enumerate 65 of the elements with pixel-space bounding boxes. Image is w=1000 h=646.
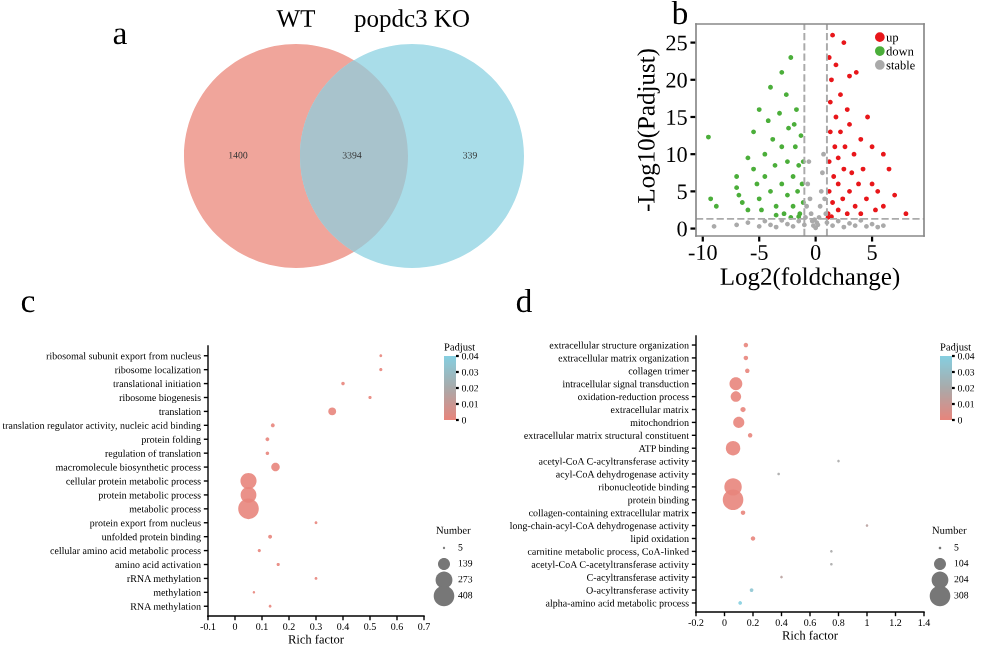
point <box>880 203 886 209</box>
point <box>869 144 875 150</box>
y-tick-label: 20 <box>666 72 687 88</box>
point <box>842 144 848 150</box>
point <box>711 223 717 229</box>
point <box>790 223 796 229</box>
point <box>765 118 771 124</box>
y-tick-label: 10 <box>667 147 687 163</box>
x-tick-label: 5 <box>867 245 877 260</box>
point <box>858 211 864 217</box>
point <box>779 69 785 75</box>
point <box>734 185 740 191</box>
x-tick-label: -5 <box>750 245 768 260</box>
point <box>875 224 881 230</box>
point <box>835 181 841 187</box>
point <box>772 162 778 168</box>
text: WT <box>276 10 316 28</box>
text: a <box>113 28 127 45</box>
point <box>835 155 841 161</box>
point <box>817 203 823 209</box>
point <box>844 211 850 217</box>
point <box>852 203 858 209</box>
point <box>779 144 785 150</box>
point <box>903 211 909 217</box>
text: popdc3 KO <box>354 9 469 32</box>
point <box>840 196 846 202</box>
point <box>880 151 886 157</box>
point <box>832 144 838 150</box>
point <box>858 136 864 142</box>
point <box>756 196 762 202</box>
point <box>808 211 814 217</box>
point <box>762 151 768 157</box>
point <box>827 129 833 135</box>
point <box>713 203 719 209</box>
point <box>756 223 762 229</box>
y-tick-label: 0 <box>677 221 687 237</box>
point <box>773 203 779 209</box>
x-tick-label: -10 <box>688 244 717 260</box>
y-tick-label: 5 <box>677 184 687 200</box>
x-axis-title: Log2(foldchange) <box>720 267 900 291</box>
point <box>892 192 898 198</box>
point <box>770 136 776 142</box>
point <box>781 211 787 217</box>
point <box>818 188 824 194</box>
point <box>835 207 841 213</box>
point <box>792 144 798 150</box>
point <box>806 159 812 165</box>
y-axis-title: -Log10(Padjust) <box>637 49 660 211</box>
point <box>790 203 796 209</box>
x-tick-label: 0 <box>810 244 821 260</box>
point <box>853 69 859 75</box>
y-tick-label: 15 <box>667 110 687 125</box>
chart-title: d <box>516 288 532 313</box>
point <box>849 170 855 176</box>
point <box>875 188 881 194</box>
point <box>805 181 811 187</box>
point <box>783 92 789 98</box>
y-tick-label: 25 <box>666 35 687 51</box>
point <box>779 181 785 187</box>
point <box>807 196 813 202</box>
chart-title: c <box>21 296 35 313</box>
chart-title: b <box>671 0 688 25</box>
point <box>734 222 740 228</box>
point <box>708 196 714 202</box>
point <box>827 99 833 105</box>
